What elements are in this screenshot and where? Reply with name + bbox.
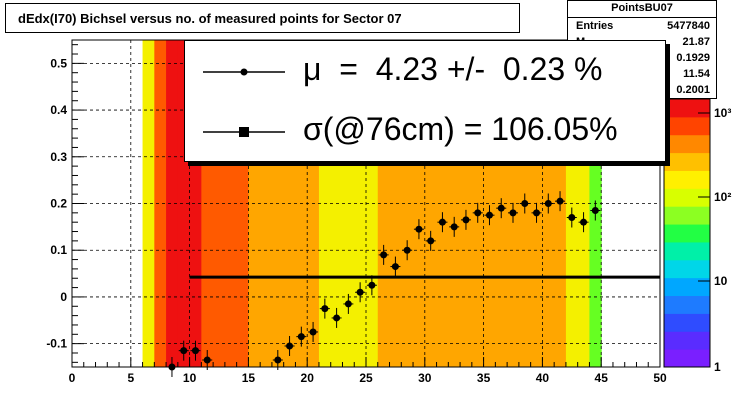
- data-point: [509, 209, 517, 217]
- data-point: [321, 305, 329, 313]
- x-tick-label: 0: [69, 371, 76, 385]
- data-point: [168, 363, 176, 371]
- data-point: [415, 225, 423, 233]
- stats-row: 11.54: [576, 68, 710, 82]
- data-point: [438, 218, 446, 226]
- data-points: [166, 191, 601, 377]
- x-tick-label: 50: [653, 371, 667, 385]
- y-tick-label: 0.1: [50, 243, 67, 257]
- palette-band: [664, 313, 710, 332]
- stats-row: Entries 5477840: [576, 20, 710, 34]
- palette-band: [664, 206, 710, 225]
- x-tick-label: 40: [536, 371, 550, 385]
- data-point: [485, 211, 493, 219]
- palette-tick-label: 10²: [714, 190, 731, 204]
- stats-value: 0.1929: [676, 52, 710, 64]
- data-point: [344, 300, 352, 308]
- data-point: [368, 281, 376, 289]
- palette-frame: [663, 98, 711, 368]
- legend-markers: [203, 68, 285, 137]
- palette-band: [664, 224, 710, 243]
- palette-tick-label: 10³: [714, 106, 731, 120]
- x-tick-label: 35: [477, 371, 491, 385]
- legend-box: μ = 4.23 +/- 0.23 % σ(@76cm) = 106.05%: [184, 40, 666, 162]
- data-point: [309, 328, 317, 336]
- stats-value: 5477840: [667, 20, 710, 32]
- palette-band: [664, 134, 710, 154]
- chart-title-box: dEdx(I70) Bichsel versus no. of measured…: [5, 3, 520, 33]
- color-palette: 1 10 10² 10³: [663, 98, 731, 374]
- data-point: [462, 216, 470, 224]
- data-point: [333, 314, 341, 322]
- data-point: [544, 200, 552, 207]
- y-tick-label: 0: [60, 290, 67, 304]
- data-point: [521, 200, 529, 207]
- data-point: [580, 218, 588, 226]
- chart-title: dEdx(I70) Bichsel versus no. of measured…: [18, 11, 402, 26]
- palette-band: [664, 152, 710, 171]
- stats-name: PointsBU07: [611, 2, 673, 14]
- data-point: [180, 347, 188, 355]
- data-point: [391, 263, 399, 271]
- palette-band: [664, 188, 710, 207]
- data-point: [533, 209, 541, 217]
- x-tick-label: 25: [359, 371, 373, 385]
- stats-divider: [568, 17, 716, 18]
- palette-band: [664, 349, 710, 368]
- x-tick-label: 45: [595, 371, 609, 385]
- palette-band: [664, 259, 710, 279]
- legend-sigma-text: σ(@76cm) = 106.05%: [303, 111, 618, 147]
- x-tick-label: 30: [418, 371, 432, 385]
- stats-label: Entries: [576, 20, 614, 32]
- x-tick-label: 5: [127, 371, 134, 385]
- data-point: [568, 214, 576, 222]
- data-point: [286, 342, 294, 350]
- axes: 0 5 10 15 20 25 30 35 40 45 50 -0.1 0 0.1 0.2 0.3 0.4 0.5: [46, 39, 667, 385]
- palette-band: [664, 331, 710, 350]
- data-point: [556, 197, 564, 205]
- data-point: [497, 204, 505, 212]
- x-tick-label: 20: [301, 371, 315, 385]
- palette-band: [664, 277, 710, 297]
- x-tick-label: 15: [242, 371, 256, 385]
- data-point: [427, 237, 435, 245]
- palette-band: [664, 241, 710, 261]
- stats-value: 0.2001: [676, 84, 710, 96]
- data-point: [591, 207, 599, 215]
- y-tick-label: 0.3: [50, 150, 67, 164]
- data-point: [403, 246, 411, 254]
- stats-row: 0.1929: [576, 52, 710, 66]
- legend-square-marker: [239, 127, 249, 137]
- data-point: [356, 288, 364, 296]
- stats-value: 11.54: [683, 68, 710, 80]
- palette-band: [664, 99, 710, 118]
- legend-mean-text: μ = 4.23 +/- 0.23 %: [303, 51, 603, 87]
- data-point: [274, 356, 282, 364]
- y-tick-label: 0.2: [50, 197, 67, 211]
- data-point: [380, 251, 388, 259]
- legend-dot-marker: [240, 68, 248, 76]
- stats-row: 0.2001: [576, 84, 710, 98]
- data-point: [203, 356, 211, 364]
- palette-tick-label: 10: [714, 274, 728, 288]
- palette-band: [664, 116, 710, 136]
- data-point: [297, 333, 305, 341]
- y-tick-label: 0.4: [50, 103, 67, 117]
- y-tick-label: 0.5: [50, 56, 67, 70]
- heatmap-cell: [154, 40, 167, 367]
- x-tick-label: 10: [183, 371, 197, 385]
- palette-tick-label: 1: [714, 360, 721, 374]
- data-point: [191, 347, 199, 355]
- palette-band: [664, 170, 710, 189]
- data-point: [474, 209, 482, 217]
- palette-band: [664, 295, 710, 314]
- stats-value: 21.87: [682, 36, 710, 48]
- data-point: [450, 223, 458, 231]
- heatmap-cell: [142, 40, 155, 367]
- y-tick-label: -0.1: [46, 337, 67, 351]
- heatmap-cell: [166, 40, 179, 367]
